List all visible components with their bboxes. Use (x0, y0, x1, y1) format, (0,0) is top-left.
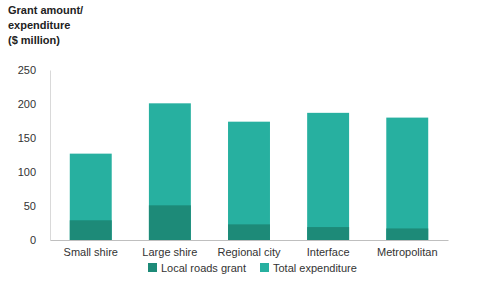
y-tick: 100 (18, 166, 50, 178)
y-axis-line (50, 71, 51, 241)
legend-swatch (148, 263, 157, 272)
legend-label: Local roads grant (161, 262, 246, 274)
y-tick: 250 (18, 64, 50, 76)
y-tick-label: 250 (18, 64, 36, 76)
bar (386, 118, 428, 240)
x-axis: Small shire Large shire Regional city Inter… (51, 240, 449, 258)
x-tick-label: Interface (307, 246, 350, 258)
y-axis: 0 50 100 150 200 250 (18, 64, 51, 246)
legend: Local roads grant Total expenditure (148, 262, 357, 274)
y-tick-label: 0 (30, 234, 36, 246)
bar (307, 227, 349, 240)
y-axis-title: expenditure (8, 19, 70, 31)
bar (307, 113, 349, 240)
y-axis-title: Grant amount/ (8, 4, 83, 16)
x-tick: Metropolitan (377, 240, 438, 258)
legend-label: Total expenditure (273, 262, 357, 274)
chart: 0 50 100 150 200 250 Small shire Large shire Reg… (0, 0, 500, 286)
bar (228, 122, 270, 240)
x-tick: Interface (307, 240, 350, 258)
bar (386, 228, 428, 240)
bars (70, 103, 428, 240)
x-tick-label: Large shire (142, 246, 197, 258)
y-tick-label: 50 (24, 200, 36, 212)
x-tick: Regional city (218, 240, 281, 258)
bar (149, 205, 191, 240)
plot-area: 0 50 100 150 200 250 Small shire Large shire Reg… (18, 64, 449, 258)
bar (149, 103, 191, 240)
x-axis-line (51, 240, 449, 241)
bar (228, 224, 270, 240)
x-tick-label: Small shire (64, 246, 118, 258)
y-tick-label: 150 (18, 132, 36, 144)
bar (70, 154, 112, 240)
x-tick-label: Regional city (218, 246, 281, 258)
x-tick: Large shire (142, 240, 197, 258)
y-tick: 150 (18, 132, 50, 144)
y-tick: 0 (30, 234, 50, 246)
y-tick: 200 (18, 98, 50, 110)
x-tick-label: Metropolitan (377, 246, 438, 258)
y-axis-title: ($ million) (8, 34, 60, 46)
legend-item: Local roads grant (148, 262, 246, 274)
legend-item: Total expenditure (260, 262, 357, 274)
legend-swatch (260, 263, 269, 272)
x-tick: Small shire (64, 240, 118, 258)
y-tick: 50 (24, 200, 50, 212)
bar (70, 220, 112, 240)
y-tick-label: 100 (18, 166, 36, 178)
y-tick-label: 200 (18, 98, 36, 110)
